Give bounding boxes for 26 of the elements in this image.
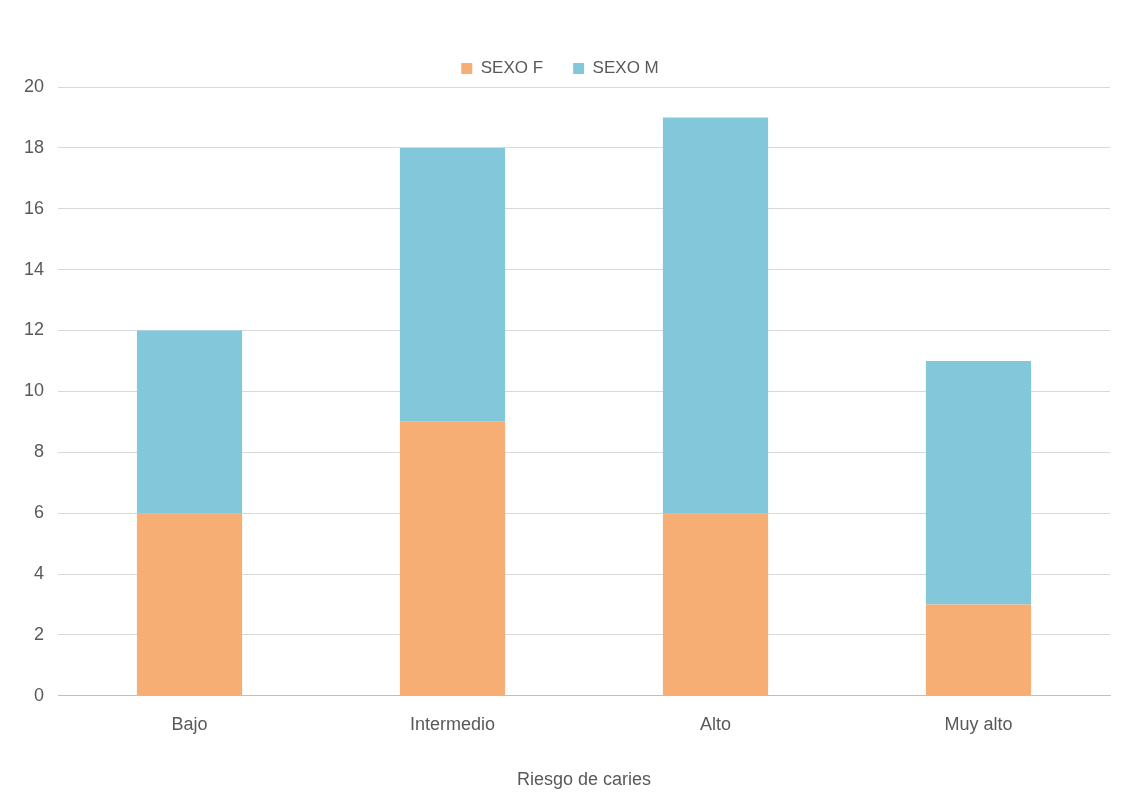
y-tick-label: 6 [34,502,45,523]
x-tick-label: Intermedio [409,713,496,734]
x-axis-title: Riesgo de caries [516,769,652,790]
legend-label: SEXO F [480,58,544,78]
bar [925,604,1032,696]
x-tick-label: Alto [699,713,732,734]
y-tick-label: 4 [34,563,45,584]
y-tick-label: 14 [23,258,45,279]
legend-label: SEXO M [592,58,659,78]
y-tick-label: 16 [23,197,45,218]
y-tick-label: 18 [23,136,45,157]
bar [399,421,506,696]
bar [925,360,1032,605]
x-tick-label: Bajo [171,713,208,734]
y-tick-label: 10 [23,380,45,401]
bar [662,513,769,696]
bar [136,513,243,696]
bar [136,330,243,514]
bar [399,147,506,422]
y-tick-label: 8 [34,441,45,462]
y-tick-label: 20 [23,75,45,96]
y-tick-label: 12 [23,319,45,340]
y-tick-label: 0 [34,684,45,705]
bar [662,117,769,514]
x-tick-label: Muy alto [944,713,1013,734]
y-tick-label: 2 [34,623,45,644]
